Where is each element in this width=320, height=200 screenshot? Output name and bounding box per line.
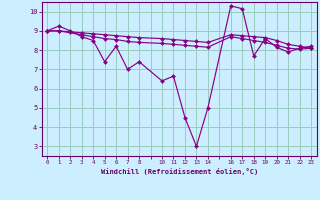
X-axis label: Windchill (Refroidissement éolien,°C): Windchill (Refroidissement éolien,°C) <box>100 168 258 175</box>
